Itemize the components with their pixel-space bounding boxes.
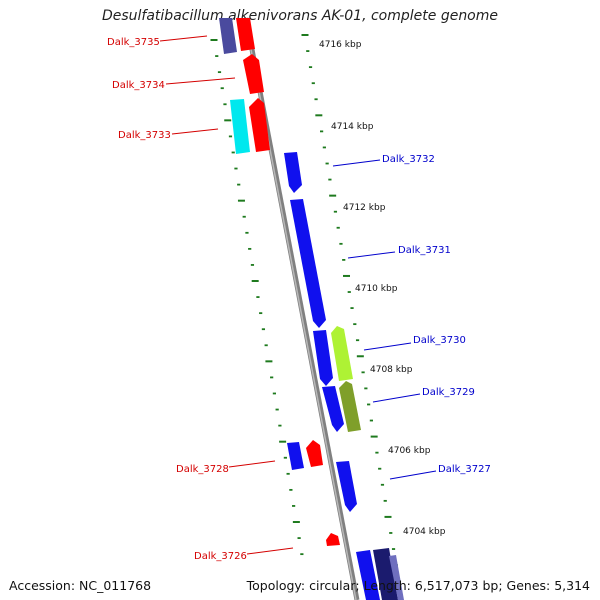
gene-dalk-3728-blue[interactable] <box>287 442 304 470</box>
accession-text: Accession: NC_011768 <box>9 578 152 593</box>
gene-dalk-3735-red[interactable] <box>236 18 255 51</box>
scale-label-4706: 4706 kbp <box>388 446 431 456</box>
scale-label-4712: 4712 kbp <box>343 203 386 213</box>
label-dalk-3730[interactable]: Dalk_3730 <box>413 335 466 346</box>
scale-labels: 4716 kbp 4714 kbp 4712 kbp 4710 kbp 4708… <box>319 40 446 537</box>
gene-dalk-3730-blue[interactable] <box>313 330 333 386</box>
label-dalk-3732[interactable]: Dalk_3732 <box>382 154 435 165</box>
label-dalk-3727[interactable]: Dalk_3727 <box>438 464 491 475</box>
scale-label-4704: 4704 kbp <box>403 527 446 537</box>
label-dalk-3731[interactable]: Dalk_3731 <box>398 245 451 256</box>
left-tick-track <box>210 39 304 556</box>
gene-dalk-3733-red[interactable] <box>249 98 270 152</box>
scale-label-4710: 4710 kbp <box>355 284 398 294</box>
gene-dalk-3735-navy[interactable] <box>219 18 237 54</box>
left-gene-labels: Dalk_3735 Dalk_3734 Dalk_3733 Dalk_3728 … <box>107 35 294 562</box>
label-dalk-3735[interactable]: Dalk_3735 <box>107 37 160 48</box>
gene-dalk-3734[interactable] <box>243 54 264 94</box>
gene-bottom-navy[interactable] <box>373 548 398 600</box>
gene-dalk-3728-red[interactable] <box>306 440 323 467</box>
scale-label-4716: 4716 kbp <box>319 40 362 50</box>
gene-dalk-3731[interactable] <box>290 199 326 328</box>
genome-title: Desulfatibacillum alkenivorans AK-01, co… <box>101 8 499 24</box>
gene-dalk-3730-lime[interactable] <box>331 326 353 381</box>
scale-label-4708: 4708 kbp <box>370 365 413 375</box>
gene-dalk-3732[interactable] <box>284 152 302 193</box>
gene-dalk-3726[interactable] <box>326 533 340 546</box>
gene-bottom-blue[interactable] <box>356 550 380 600</box>
label-dalk-3729[interactable]: Dalk_3729 <box>422 387 475 398</box>
label-dalk-3726[interactable]: Dalk_3726 <box>194 551 247 562</box>
label-dalk-3733[interactable]: Dalk_3733 <box>118 130 171 141</box>
gene-dalk-3733-cyan[interactable] <box>230 99 250 154</box>
gene-dalk-3729-olive[interactable] <box>339 381 361 432</box>
label-dalk-3728[interactable]: Dalk_3728 <box>176 464 229 475</box>
right-gene-labels: Dalk_3732 Dalk_3731 Dalk_3730 Dalk_3729 … <box>332 154 491 480</box>
label-dalk-3734[interactable]: Dalk_3734 <box>112 80 165 91</box>
scale-label-4714: 4714 kbp <box>331 122 374 132</box>
gene-features <box>219 18 404 600</box>
gene-bottom-navy-light[interactable] <box>389 555 404 600</box>
gene-dalk-3727[interactable] <box>336 461 357 512</box>
gene-dalk-3729-blue[interactable] <box>322 386 344 432</box>
genome-summary-text: Topology: circular; Length: 6,517,073 bp… <box>246 578 590 593</box>
